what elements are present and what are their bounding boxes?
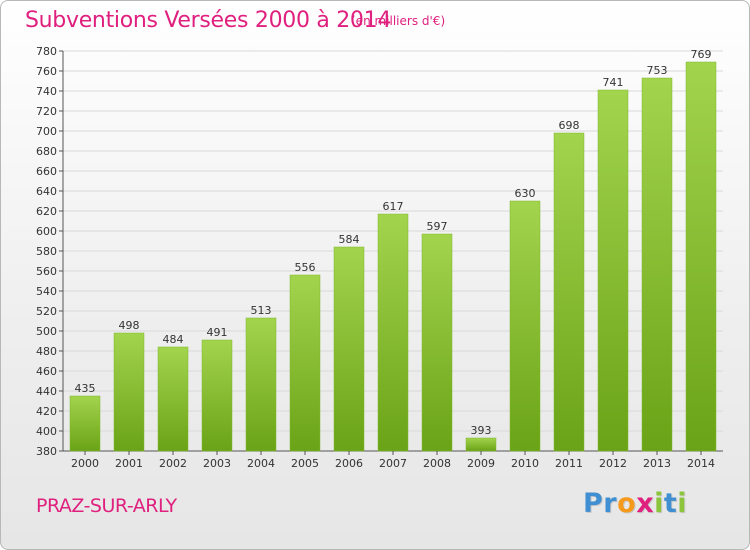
y-tick-label: 540	[36, 285, 57, 298]
y-tick-label: 720	[36, 105, 57, 118]
logo-letter: r	[603, 488, 618, 519]
data-label: 435	[75, 382, 96, 395]
bar	[421, 233, 453, 452]
x-tick-label: 2009	[467, 457, 495, 470]
logo-letter: P	[583, 488, 604, 519]
data-label: 597	[427, 220, 448, 233]
commune-name: PRAZ-SUR-ARLY	[36, 495, 177, 517]
unit-note: (en milliers d'€)	[351, 14, 446, 28]
y-tick-label: 460	[36, 365, 57, 378]
bar	[553, 132, 585, 452]
data-label: 393	[471, 424, 492, 437]
x-tick-label: 2006	[335, 457, 363, 470]
x-tick-label: 2005	[291, 457, 319, 470]
x-tick-label: 2007	[379, 457, 407, 470]
bar	[157, 346, 189, 452]
data-label: 741	[603, 76, 624, 89]
x-tick-label: 2014	[687, 457, 715, 470]
chart-title: Subventions Versées 2000 à 2014	[25, 8, 392, 33]
x-tick-label: 2013	[643, 457, 671, 470]
x-tick-label: 2010	[511, 457, 539, 470]
x-tick-label: 2008	[423, 457, 451, 470]
data-label: 753	[647, 64, 668, 77]
bar	[597, 89, 629, 452]
data-label: 698	[559, 119, 580, 132]
x-tick-label: 2004	[247, 457, 275, 470]
proxiti-logo: Proxiti	[583, 488, 687, 519]
logo-letter: i	[654, 488, 664, 519]
y-tick-label: 760	[36, 65, 57, 78]
data-label: 498	[119, 319, 140, 332]
data-label: 556	[295, 261, 316, 274]
x-tick-label: 2000	[71, 457, 99, 470]
logo-letter: t	[663, 488, 678, 519]
y-tick-label: 520	[36, 305, 57, 318]
y-tick-label: 580	[36, 245, 57, 258]
data-label: 513	[251, 304, 272, 317]
y-tick-label: 400	[36, 425, 57, 438]
y-tick-label: 500	[36, 325, 57, 338]
bar	[113, 332, 145, 452]
y-tick-label: 420	[36, 405, 57, 418]
data-label: 769	[691, 48, 712, 61]
x-tick-label: 2011	[555, 457, 583, 470]
x-tick-label: 2002	[159, 457, 187, 470]
y-tick-label: 780	[36, 45, 57, 58]
bar	[289, 274, 321, 452]
data-label: 584	[339, 233, 360, 246]
y-tick-label: 620	[36, 205, 57, 218]
bar	[641, 77, 673, 452]
y-tick-label: 740	[36, 85, 57, 98]
data-label: 630	[515, 187, 536, 200]
bar	[245, 317, 277, 452]
logo-letter: x	[636, 488, 655, 519]
x-tick-label: 2003	[203, 457, 231, 470]
data-label: 617	[383, 200, 404, 213]
data-label: 484	[163, 333, 184, 346]
y-tick-label: 660	[36, 165, 57, 178]
x-tick-label: 2012	[599, 457, 627, 470]
logo-letter: o	[617, 488, 637, 519]
bar	[509, 200, 541, 452]
y-tick-label: 380	[36, 445, 57, 458]
y-tick-label: 680	[36, 145, 57, 158]
bar	[377, 213, 409, 452]
bar	[685, 61, 717, 452]
y-tick-label: 480	[36, 345, 57, 358]
y-tick-label: 600	[36, 225, 57, 238]
y-tick-label: 700	[36, 125, 57, 138]
bar	[201, 339, 233, 452]
y-tick-label: 640	[36, 185, 57, 198]
y-tick-label: 560	[36, 265, 57, 278]
y-tick-label: 440	[36, 385, 57, 398]
logo-letter: i	[677, 488, 688, 519]
bar	[69, 395, 101, 452]
bar	[465, 437, 497, 452]
bar	[333, 246, 365, 452]
x-tick-label: 2001	[115, 457, 143, 470]
data-label: 491	[207, 326, 228, 339]
